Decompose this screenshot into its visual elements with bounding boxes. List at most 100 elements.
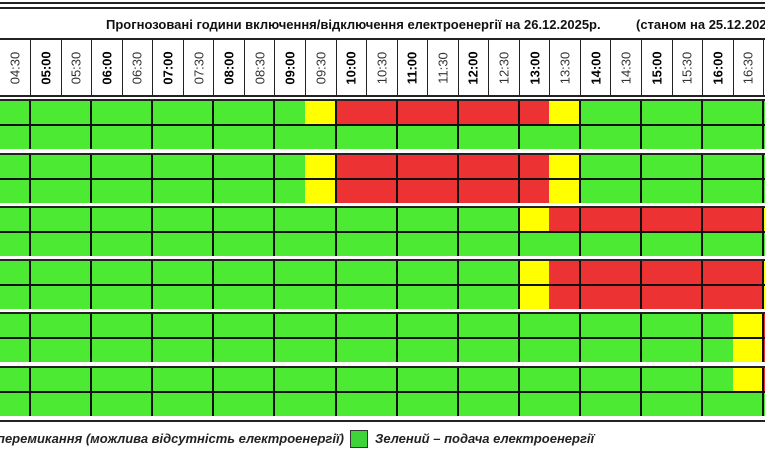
time-slot-power-on [91, 339, 123, 362]
time-label: 14:00 [588, 50, 604, 85]
hour-divider [90, 368, 93, 391]
hour-divider [640, 393, 642, 416]
time-slot-power-on [335, 339, 367, 362]
time-slot-power-on [396, 126, 428, 149]
time-slot-power-on [182, 126, 214, 149]
time-slot-power-on [366, 233, 398, 256]
hour-divider [212, 261, 215, 284]
hour-divider [151, 180, 154, 203]
time-slot-power-on [335, 233, 367, 256]
time-slot-switching [549, 180, 581, 203]
time-slot-outage [732, 208, 764, 231]
time-slot-power-on [457, 368, 489, 391]
time-slot-power-on [457, 393, 489, 416]
hour-divider [212, 314, 215, 337]
time-slot-switching [549, 155, 581, 178]
time-slot-power-on [518, 233, 550, 256]
time-slot-power-on [152, 233, 184, 256]
queue-group [0, 99, 765, 149]
queue-group [0, 312, 765, 362]
time-label: 07:00 [160, 50, 176, 85]
time-slot-outage [396, 101, 428, 124]
time-slot-outage [518, 101, 550, 124]
hour-divider [212, 286, 215, 309]
time-slot-power-on [213, 286, 245, 309]
time-slot-power-on [732, 393, 764, 416]
hour-divider [456, 368, 459, 391]
time-slot-power-on [243, 101, 275, 124]
hour-divider [334, 286, 337, 309]
time-slot-power-on [152, 208, 184, 231]
time-slot-power-on [671, 393, 703, 416]
time-slot-outage [335, 155, 367, 178]
time-slot-power-on [60, 180, 92, 203]
time-slot-power-on [518, 314, 550, 337]
time-slot-outage [457, 180, 489, 203]
time-slot-power-on [671, 180, 703, 203]
hour-divider [701, 286, 704, 309]
hour-divider [578, 339, 581, 362]
hour-divider [762, 233, 765, 256]
time-slot-power-on [60, 286, 92, 309]
time-slot-power-on [152, 339, 184, 362]
time-slot-power-on [579, 101, 612, 124]
title-row: Прогнозовані години включення/відключенн… [0, 10, 765, 37]
time-slot-power-on [610, 368, 642, 391]
time-column-header: 09:30 [304, 40, 336, 95]
time-column-header: 06:30 [121, 40, 153, 95]
time-slot-power-on [121, 393, 153, 416]
time-slot-power-on [213, 101, 245, 124]
time-slot-power-on [641, 155, 673, 178]
time-slot-power-on [213, 368, 245, 391]
hour-divider [273, 286, 276, 309]
hour-divider [151, 261, 154, 284]
hour-divider [29, 208, 31, 231]
time-slot-power-on [488, 208, 520, 231]
time-slot-switching [549, 101, 581, 124]
hour-divider [701, 261, 704, 284]
time-slot-power-on [182, 101, 214, 124]
time-column-header: 10:00 [335, 40, 367, 95]
hour-divider [334, 180, 337, 203]
time-slot-outage [641, 208, 673, 231]
time-slot-power-on [30, 155, 62, 178]
hour-divider [578, 261, 581, 284]
time-slot-outage [488, 101, 520, 124]
as-of-date: (станом на 25.12.202 [636, 17, 765, 32]
time-slot-power-on [60, 393, 92, 416]
hour-divider [640, 233, 642, 256]
time-slot-power-on [549, 393, 581, 416]
time-slot-power-on [641, 339, 673, 362]
hour-divider [273, 155, 276, 178]
time-slot-power-on [213, 126, 245, 149]
hour-divider [762, 101, 765, 124]
hour-divider [762, 286, 765, 309]
hour-divider [456, 180, 459, 203]
time-slot-power-on [0, 393, 31, 416]
time-slot-power-on [518, 393, 550, 416]
time-slot-power-on [457, 233, 489, 256]
time-slot-power-on [182, 286, 214, 309]
hour-divider [334, 155, 337, 178]
schedule-row [0, 233, 765, 256]
hour-divider [762, 180, 765, 203]
hour-divider [29, 286, 31, 309]
hour-divider [90, 101, 93, 124]
row-divider [0, 284, 765, 286]
hour-divider [212, 208, 215, 231]
hour-divider [701, 208, 704, 231]
hour-divider [212, 180, 215, 203]
hour-divider [395, 180, 398, 203]
legend-green-text: Зелений – подача електроенергії [375, 431, 595, 446]
time-slot-power-on [182, 314, 214, 337]
time-slot-power-on [641, 126, 673, 149]
hour-divider [640, 339, 642, 362]
hour-divider [395, 155, 398, 178]
time-slot-power-on [702, 314, 734, 337]
hour-divider [395, 101, 398, 124]
time-label: 11:30 [435, 51, 451, 84]
time-slot-power-on [518, 126, 550, 149]
time-slot-outage [549, 208, 581, 231]
time-slot-outage [518, 180, 550, 203]
time-slot-power-on [182, 155, 214, 178]
